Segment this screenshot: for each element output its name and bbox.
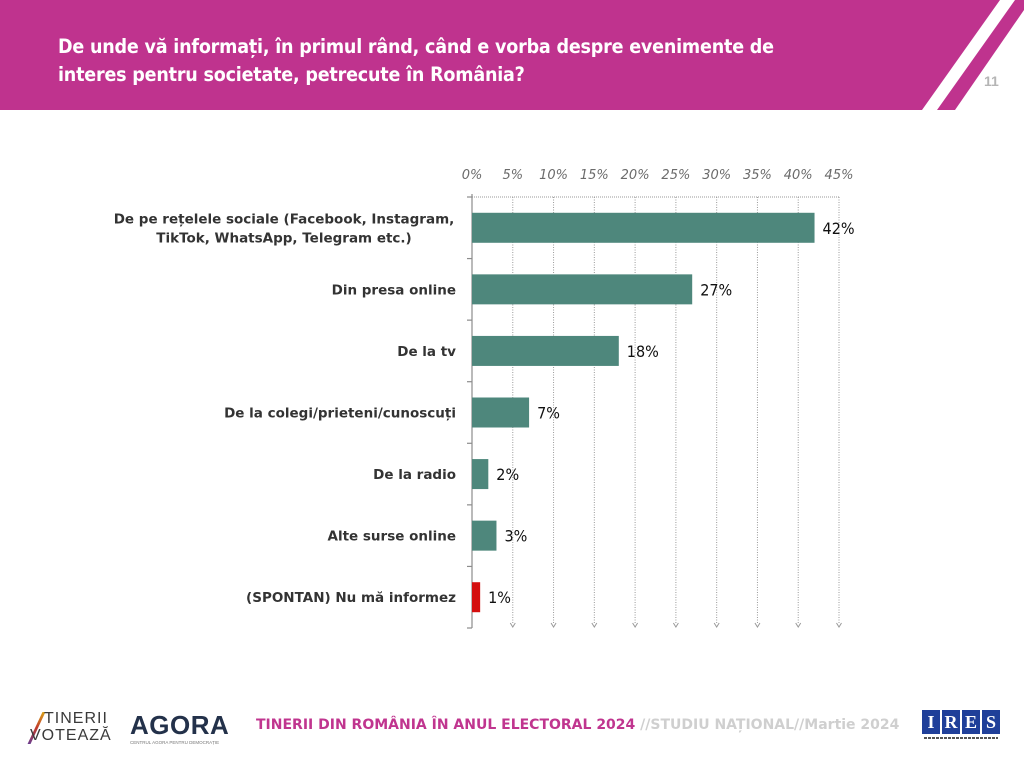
page-title: De unde vă informați, în primul rând, câ… (58, 33, 918, 89)
x-tick-label: 25% (661, 168, 690, 183)
value-label: 42% (823, 219, 855, 238)
bars (472, 212, 815, 613)
page-title-line1: De unde vă informați, în primul rând, câ… (58, 35, 774, 58)
gridline-arrow-icon (591, 622, 598, 628)
value-label: 2% (496, 465, 519, 484)
header-band-main (0, 0, 1000, 110)
header-band (0, 0, 1024, 110)
x-tick-label: 15% (580, 168, 609, 183)
bar (472, 274, 693, 305)
logo-tinerii-line2: VOTEAZĂ (30, 727, 112, 744)
x-tick-label: 10% (539, 168, 568, 183)
value-labels: 42% 27% 18% 7% 2% 3% 1% (488, 219, 854, 607)
value-label: 7% (537, 404, 560, 423)
agora-logo-word: AGORA (130, 710, 230, 740)
x-tick-label: 40% (784, 168, 813, 183)
category-label: De la radio (373, 467, 456, 483)
ires-logo: I R E S (922, 710, 1000, 744)
ires-letter: I (922, 710, 940, 734)
y-axis (467, 194, 473, 629)
category-label: De la tv (397, 344, 456, 360)
x-tick-label: 20% (621, 168, 650, 183)
footer-study-subtitle: //STUDIU NAȚIONAL//Martie 2024 (635, 717, 900, 733)
tinerii-voteaza-logo: TINERII VOTEAZĂ (27, 710, 122, 746)
gridline-arrow-icon (713, 622, 720, 628)
value-label: 3% (504, 527, 527, 546)
bar (472, 459, 489, 490)
category-label: De pe rețelele sociale (Facebook, Instag… (114, 211, 455, 227)
header-band-stripe (937, 0, 1024, 110)
grid-lines (472, 196, 842, 628)
category-labels: De pe rețelele sociale (Facebook, Instag… (114, 211, 456, 606)
x-tick-label: 35% (743, 168, 772, 183)
gridline-arrow-icon (754, 622, 761, 628)
gridline-arrow-icon (672, 622, 679, 628)
gridline-arrow-icon (795, 622, 802, 628)
category-label: De la colegi/prieteni/cunoscuți (224, 406, 456, 422)
gridline-arrow-icon (509, 622, 516, 628)
ires-letter: S (982, 710, 1000, 734)
value-label: 1% (488, 588, 511, 607)
ires-letter: E (962, 710, 980, 734)
bar (472, 212, 815, 243)
category-label: TikTok, WhatsApp, Telegram etc.) (156, 230, 411, 246)
page-title-line2: interes pentru societate, petrecute în R… (58, 63, 525, 86)
bar (472, 520, 497, 551)
logo-tinerii-line1: TINERII (44, 710, 108, 727)
gridline-arrow-icon (550, 622, 557, 628)
x-tick-label: 5% (502, 168, 523, 183)
value-label: 18% (627, 342, 659, 361)
x-tick-label: 0% (462, 168, 483, 183)
x-tick-label: 30% (702, 168, 731, 183)
ires-letter: R (942, 710, 960, 734)
page-number: 11 (984, 73, 999, 89)
gridline-arrow-icon (836, 622, 842, 628)
bar (472, 335, 619, 366)
agora-logo-tagline: CENTRUL AGORA PENTRU DEMOCRAȚIE (130, 740, 220, 745)
x-axis-ticks: 0% 5% 10% 15% 20% 25% 30% 35% 40% 45% (462, 168, 854, 183)
category-label: Alte surse online (328, 529, 457, 545)
bar (472, 582, 481, 613)
ires-tagline (924, 737, 998, 739)
value-label: 27% (700, 280, 732, 299)
bar (472, 397, 530, 428)
agora-logo: AGORA CENTRUL AGORA PENTRU DEMOCRAȚIE (130, 711, 240, 747)
footer-study-title: TINERII DIN ROMÂNIA ÎN ANUL ELECTORAL 20… (256, 717, 636, 733)
category-label: (SPONTAN) Nu mă informez (246, 590, 456, 606)
gridline-arrow-icon (632, 622, 639, 628)
bar-chart: 0% 5% 10% 15% 20% 25% 30% 35% 40% 45% De pe rețel… (114, 168, 855, 629)
category-label: Din presa online (332, 282, 456, 298)
x-tick-label: 45% (825, 168, 854, 183)
footer-caption: TINERII DIN ROMÂNIA ÎN ANUL ELECTORAL 20… (256, 717, 899, 733)
